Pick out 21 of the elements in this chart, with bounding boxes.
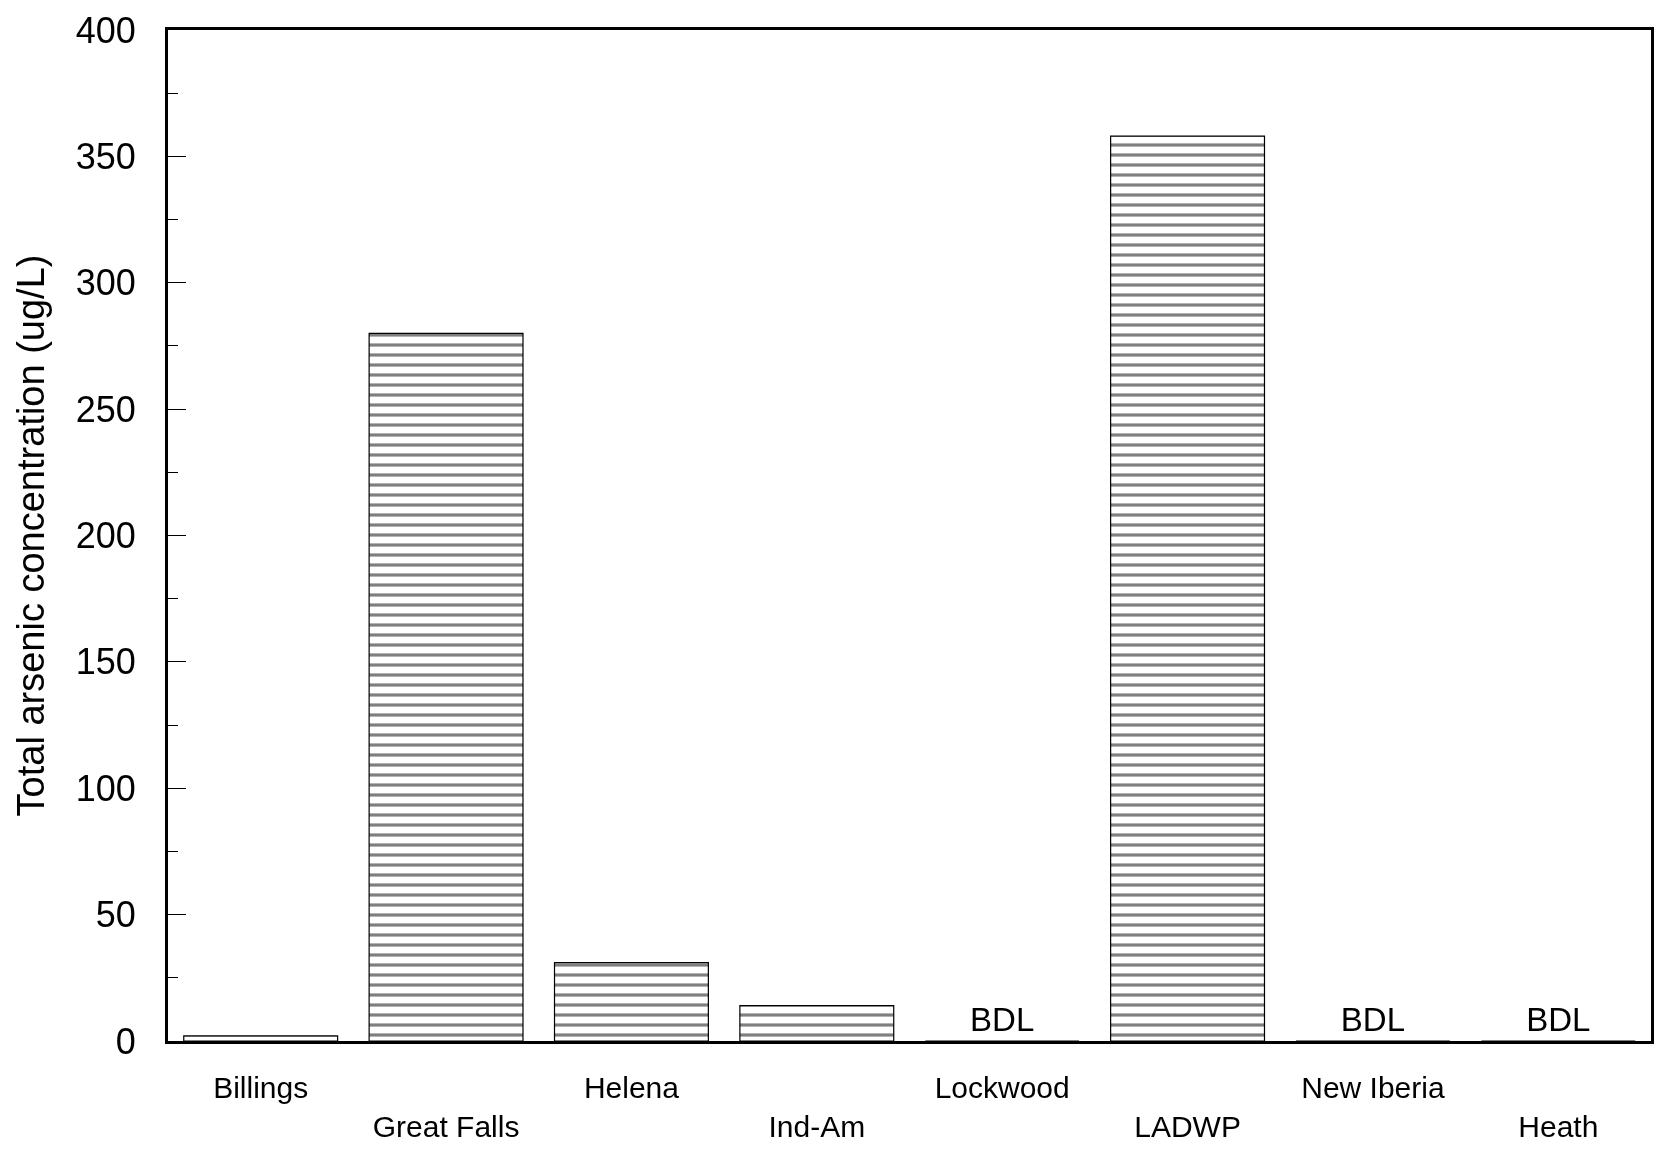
y-tick-label: 300 [75, 262, 136, 304]
x-tick-label: Great Falls [372, 1110, 520, 1143]
x-tick-label: New Iberia [1301, 1071, 1445, 1104]
x-tick-label: LADWP [1134, 1110, 1241, 1143]
y-tick-label: 400 [75, 9, 136, 51]
data-label: BDL [1340, 1001, 1406, 1038]
y-axis-title: Total arsenic concentration (ug/L) [9, 254, 52, 817]
x-tick-label: Helena [583, 1071, 680, 1104]
y-tick-label: 150 [75, 641, 136, 683]
data-label: BDL [1526, 1001, 1591, 1038]
x-tick-label: Lockwood [934, 1071, 1070, 1104]
y-tick-label: 350 [75, 135, 136, 177]
y-tick-label: 250 [75, 388, 136, 430]
y-tick-label: 0 [115, 1020, 136, 1062]
x-tick-label: Billings [213, 1071, 309, 1104]
x-tick-label: Heath [1518, 1110, 1599, 1143]
x-tick-label: Ind-Am [768, 1110, 866, 1143]
y-tick-label: 200 [75, 515, 136, 557]
y-tick-label: 50 [95, 894, 136, 936]
data-label: BDL [970, 1001, 1035, 1038]
y-tick-label: 100 [75, 767, 136, 809]
